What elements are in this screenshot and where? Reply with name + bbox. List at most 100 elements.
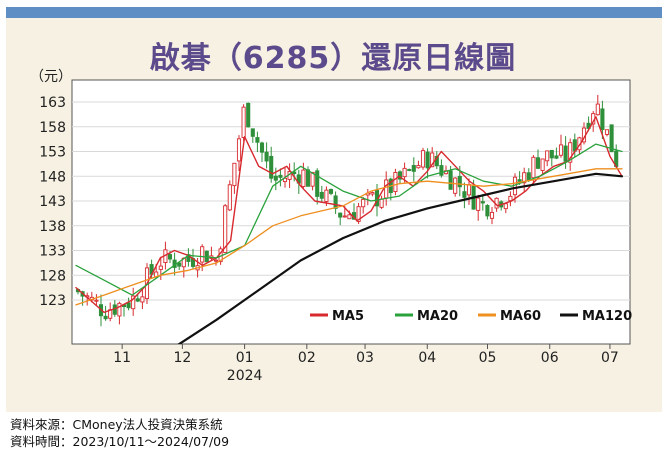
x-tick-label: 02 (298, 350, 316, 366)
candle-up (476, 197, 481, 211)
candle-up (310, 171, 315, 187)
candle-up (466, 184, 472, 196)
candle-down (526, 172, 531, 181)
top-accent-bar (6, 7, 662, 18)
x-tick-label: 07 (601, 350, 619, 366)
candle-down (273, 175, 278, 181)
candle-down (407, 169, 412, 171)
y-tick-label: 148 (39, 169, 66, 185)
legend-item-ma60: MA60 (478, 309, 541, 324)
candle-up (200, 246, 205, 263)
candle-up (342, 215, 347, 218)
legend-item-ma20: MA20 (395, 309, 458, 324)
candle-up (223, 205, 228, 253)
candle-up (232, 162, 237, 187)
x-tick-label: 12 (173, 350, 191, 366)
candle-up (282, 177, 288, 183)
candle-up (356, 206, 361, 222)
legend-item-ma5: MA5 (310, 309, 364, 324)
x-tick-label: 06 (541, 350, 559, 366)
x-tick-label: 01 (236, 350, 254, 366)
candle-up (430, 152, 435, 168)
candle-down (480, 201, 485, 204)
legend-label: MA120 (582, 309, 632, 324)
line-ma120 (177, 172, 624, 344)
candle-up (522, 172, 527, 184)
chart-title: 啟碁（6285）還原日線圖 (149, 41, 517, 76)
candle-down (448, 170, 453, 190)
candle-down (411, 165, 416, 172)
candle-down (186, 254, 191, 262)
candle-up (94, 299, 99, 302)
x-tick-label: 11 (113, 350, 131, 366)
candle-down (167, 254, 173, 260)
y-tick-label: 153 (39, 145, 66, 161)
candle-down (328, 189, 334, 194)
x-tick-label: 05 (479, 350, 497, 366)
candle-down (439, 165, 444, 176)
candle-down (255, 137, 260, 143)
candle-down (333, 195, 338, 209)
data-period: 資料時間：2023/10/11～2024/07/09 (10, 434, 230, 449)
candle-up (489, 211, 495, 219)
x-year-label: 2024 (227, 368, 263, 384)
candle-down (319, 191, 324, 199)
candle-up (324, 189, 329, 202)
legend-label: MA20 (417, 309, 458, 324)
candle-up (540, 158, 545, 171)
candle-down (462, 191, 467, 198)
candle-up (595, 103, 600, 116)
candle-down (600, 108, 605, 130)
data-source: 資料來源：CMoney法人投資決策系統 (10, 417, 223, 432)
y-tick-label: 123 (39, 293, 66, 309)
y-tick-label: 138 (39, 219, 66, 235)
candle-down (315, 170, 320, 197)
candle-down (338, 212, 343, 218)
candle-up (384, 179, 389, 199)
y-tick-label: 133 (39, 244, 66, 260)
line-ma5 (75, 116, 623, 314)
candle-up (117, 302, 122, 317)
candle-down (485, 205, 490, 217)
candle-up (545, 150, 550, 162)
candle-down (246, 102, 251, 128)
candle-up (402, 167, 407, 178)
plot-area (71, 79, 631, 345)
candle-up (140, 296, 145, 303)
candle-down (549, 149, 554, 159)
candle-down (609, 124, 614, 153)
y-tick-label: 128 (39, 268, 66, 284)
candle-up (531, 156, 536, 179)
y-tick-label: 163 (39, 95, 66, 111)
candle-up (213, 259, 219, 262)
candle-up (508, 195, 513, 202)
candle-up (604, 129, 610, 135)
candle-down (425, 151, 430, 169)
candle-down (397, 171, 403, 180)
legend-label: MA60 (500, 309, 541, 324)
candle-down (135, 298, 140, 302)
candle-up (131, 295, 136, 310)
candle-up (503, 203, 508, 210)
line-ma60 (75, 168, 623, 306)
candle-down (259, 142, 265, 153)
candle-up (393, 171, 398, 193)
candle-down (535, 157, 541, 169)
candle-down (457, 175, 462, 188)
candle-down (305, 169, 311, 187)
candle-up (370, 192, 375, 195)
candle-down (264, 151, 269, 162)
candle-up (227, 184, 232, 211)
candle-down (278, 174, 283, 178)
y-tick-label: 143 (39, 194, 66, 210)
candle-down (126, 302, 131, 309)
candle-up (420, 150, 426, 168)
candle-down (563, 145, 568, 162)
candle-up (453, 177, 458, 194)
candle-up (568, 142, 573, 163)
x-tick-label: 04 (418, 350, 436, 366)
y-unit-label: （元） (30, 69, 72, 85)
candle-up (558, 144, 564, 156)
candle-up (236, 138, 242, 162)
candle-up (301, 169, 306, 187)
